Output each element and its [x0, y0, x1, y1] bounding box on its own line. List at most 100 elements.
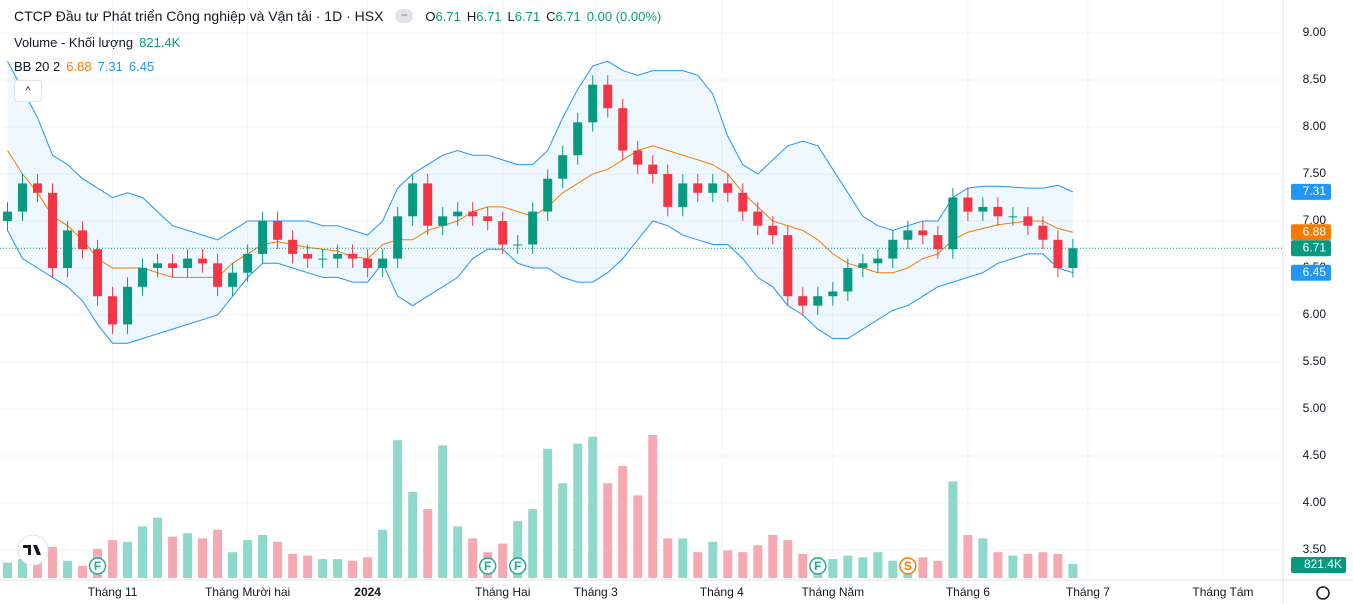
y-tick-label: 4.00 [1303, 495, 1327, 509]
candle-body [228, 272, 238, 287]
settings-icon[interactable] [1316, 586, 1330, 600]
volume-bar [183, 533, 193, 578]
volume-bar [393, 440, 403, 578]
candle-body [858, 263, 868, 268]
candle-body [843, 268, 853, 292]
legend-toggle[interactable]: ^ [14, 80, 42, 102]
event-marker: F [508, 557, 527, 575]
candle-body [768, 225, 778, 236]
candle-body [963, 197, 973, 212]
volume-bar [633, 495, 643, 578]
volume-bar [1038, 552, 1048, 578]
volume-bar [48, 546, 58, 578]
event-circle [809, 557, 827, 575]
bb-basis: 6.88 [66, 59, 92, 74]
bb-basis-line [7, 145, 1074, 278]
candle-body [453, 211, 463, 217]
volume-bar [693, 552, 703, 578]
volume-bar [198, 538, 208, 578]
x-tick-label: Tháng 7 [1066, 585, 1110, 599]
volume-bar [243, 540, 253, 578]
candle-body [708, 183, 718, 193]
x-tick-label: Tháng Mười hai [205, 585, 290, 599]
volume-bar [993, 552, 1003, 578]
price-badge-label: 6.71 [1303, 240, 1327, 254]
candle-body [273, 221, 283, 240]
candle-body [153, 263, 163, 268]
volume-label: Volume - Khối lượng [14, 35, 134, 50]
volume-bar [1023, 553, 1033, 578]
volume-bar [753, 545, 763, 578]
volume-bar [18, 559, 28, 578]
candle-body [663, 174, 673, 207]
event-circle [88, 557, 107, 575]
volume-bar [873, 552, 883, 578]
event-circle [478, 557, 497, 575]
candle-body [303, 253, 313, 259]
candle-body [798, 296, 808, 306]
ohlc-label: H [466, 8, 477, 24]
candle-body [1008, 216, 1018, 218]
candle-body [423, 183, 433, 226]
candle-body [543, 178, 553, 212]
bb-upper-line [7, 60, 1074, 241]
candle-body [1038, 225, 1048, 240]
volume-bar [108, 540, 118, 578]
collapse-button[interactable]: − [395, 9, 414, 23]
volume-bar [933, 560, 943, 578]
candle-body [393, 216, 403, 259]
ohlc-value: 6.71 [435, 8, 461, 24]
y-tick-label: 7.50 [1303, 166, 1327, 180]
candle-body [903, 230, 913, 240]
volume-bar [648, 435, 658, 578]
volume-bar [618, 466, 628, 578]
x-tick-label: Tháng 4 [700, 585, 744, 599]
volume-bar [663, 538, 673, 578]
candle-body [333, 253, 343, 259]
candle-body [678, 183, 688, 207]
volume-bar [1008, 555, 1018, 578]
volume-bar [378, 529, 388, 578]
volume-legend: Volume - Khối lượng 821.4K [14, 35, 180, 50]
candle-body [528, 211, 538, 245]
price-badge [1291, 224, 1331, 241]
price-badge-label: 6.88 [1303, 224, 1327, 238]
volume-bar [78, 565, 88, 578]
y-tick-label: 4.50 [1303, 448, 1327, 462]
volume-bar [468, 538, 478, 578]
price-badge [1291, 183, 1331, 200]
candle-body [183, 258, 193, 268]
candle-body [738, 192, 748, 212]
bb-upper: 7.31 [97, 59, 123, 74]
volume-bar [918, 557, 928, 578]
candle-body [78, 230, 88, 250]
volume-bar [213, 529, 223, 578]
candle-body [468, 211, 478, 217]
volume-bar [318, 559, 328, 578]
candle-body [288, 239, 298, 254]
bb-label: BB 20 2 [14, 59, 61, 74]
event-label: F [514, 559, 521, 573]
volume-bar [678, 538, 688, 578]
volume-bar [63, 560, 73, 578]
volume-bar [333, 559, 343, 578]
candle-body [213, 263, 223, 287]
volume-bar [558, 483, 568, 578]
volume-bar [963, 534, 973, 578]
price-badge-label: 7.31 [1303, 184, 1327, 198]
x-tick-label: Tháng Tám [1192, 585, 1253, 599]
candle-body [633, 150, 643, 165]
event-marker: F [88, 557, 107, 575]
volume-bar [828, 559, 838, 578]
volume-bar [168, 536, 178, 578]
candle-body [693, 183, 703, 193]
candle-body [888, 239, 898, 259]
candle-body [123, 286, 133, 325]
volume-bar [978, 538, 988, 578]
volume-bar [723, 550, 733, 578]
bb-lower-line [7, 220, 1074, 344]
volume-bar [768, 534, 778, 578]
volume-bar [708, 541, 718, 578]
